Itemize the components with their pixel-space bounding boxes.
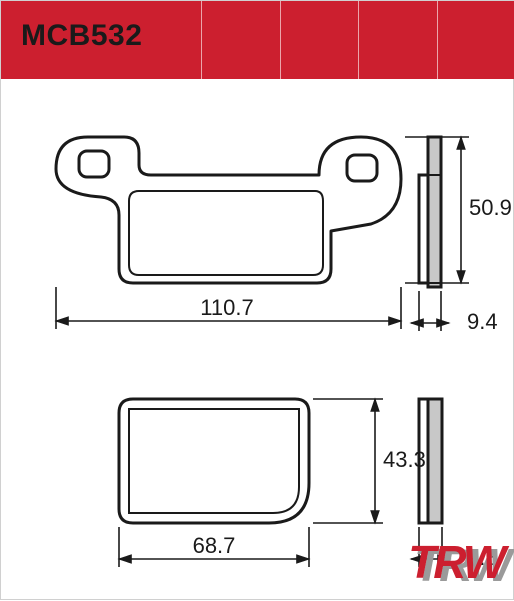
svg-text:68.7: 68.7	[193, 533, 236, 558]
product-code-box: MCB532	[1, 1, 201, 79]
header-stripe	[358, 1, 437, 79]
brand-logo-text: TRW	[408, 536, 503, 588]
brand-logo: TRW TRW	[408, 535, 503, 589]
header-stripe	[201, 1, 280, 79]
header-stripe	[280, 1, 359, 79]
header-stripe	[437, 1, 514, 79]
header: MCB532	[1, 1, 514, 79]
product-code: MCB532	[21, 19, 142, 52]
svg-text:43.3: 43.3	[383, 447, 426, 472]
svg-text:110.7: 110.7	[200, 295, 253, 320]
header-stripes	[201, 1, 514, 79]
svg-text:50.9: 50.9	[469, 195, 512, 220]
diagram-frame: MCB532 110.750.99.468.743.39.8 TRW TRW	[0, 0, 514, 600]
svg-text:9.4: 9.4	[467, 309, 498, 334]
technical-drawing: 110.750.99.468.743.39.8	[1, 79, 514, 601]
